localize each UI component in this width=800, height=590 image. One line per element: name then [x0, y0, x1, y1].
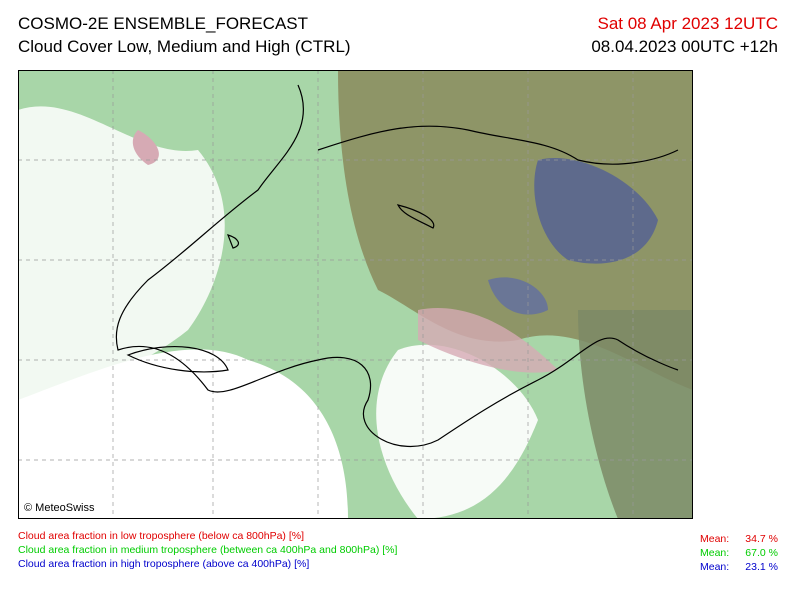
- mean-value: 67.0 %: [745, 547, 778, 559]
- mean-label: Mean:: [700, 547, 730, 559]
- mean-value: 23.1 %: [745, 561, 778, 573]
- subtitle: Cloud Cover Low, Medium and High (CTRL): [18, 37, 351, 56]
- map: © MeteoSwiss: [18, 70, 693, 519]
- valid-time: Sat 08 Apr 2023 12UTC: [597, 14, 778, 33]
- run-time: 08.04.2023 00UTC +12h: [591, 37, 778, 56]
- title: COSMO-2E ENSEMBLE_FORECAST: [18, 14, 309, 33]
- mean-label: Mean:: [700, 533, 730, 545]
- mean-label: Mean:: [700, 561, 730, 573]
- mean-value: 34.7 %: [745, 533, 778, 545]
- legend-label: Cloud area fraction in medium tropospher…: [18, 544, 398, 556]
- legend-label: Cloud area fraction in low troposphere (…: [18, 530, 304, 542]
- legend-label: Cloud area fraction in high troposphere …: [18, 558, 310, 570]
- credit: © MeteoSwiss: [24, 502, 95, 514]
